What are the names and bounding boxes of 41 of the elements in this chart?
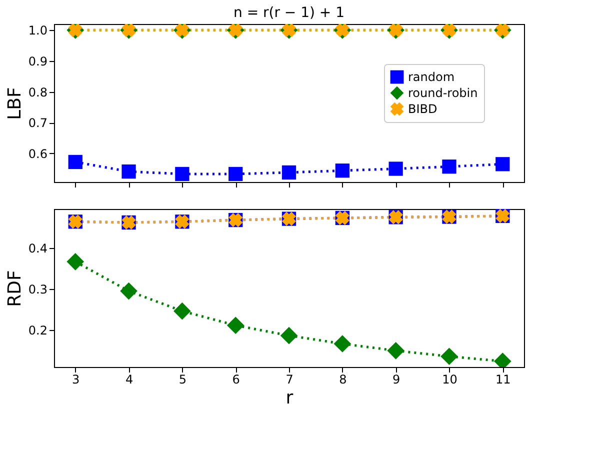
chart-title: n = r(r − 1) + 1 xyxy=(233,5,345,21)
x-tick-label: 7 xyxy=(286,372,294,386)
y-tick-label: 0.3 xyxy=(28,282,48,297)
x-tick-label: 5 xyxy=(178,372,186,386)
point xyxy=(387,342,404,360)
x-tick-label: 3 xyxy=(72,372,80,386)
point xyxy=(228,166,243,182)
point xyxy=(440,348,458,366)
y-tick-label: 0.2 xyxy=(28,323,48,338)
y-tick-label: 0.4 xyxy=(28,242,48,256)
y-tick-label: 0.6 xyxy=(28,146,48,161)
point xyxy=(282,165,296,180)
point xyxy=(68,154,82,170)
point xyxy=(335,164,350,178)
y-tick-label: 0.8 xyxy=(28,85,48,100)
point xyxy=(442,160,456,174)
point xyxy=(120,282,138,300)
x-tick-label: 11 xyxy=(495,372,511,386)
y-axis-title: LBF xyxy=(4,87,26,120)
x-tick-label: 9 xyxy=(392,372,400,386)
point xyxy=(226,316,244,334)
point xyxy=(388,162,403,176)
point xyxy=(122,164,136,179)
legend-label: round-robin xyxy=(408,86,478,100)
x-tick-label: 10 xyxy=(442,372,458,386)
point xyxy=(174,302,191,320)
y-tick-label: 0.7 xyxy=(28,116,48,130)
x-tick-label: 6 xyxy=(232,372,240,386)
point xyxy=(175,166,190,182)
point xyxy=(280,326,298,344)
x-tick-label: 8 xyxy=(339,372,347,386)
y-axis-title: RDF xyxy=(4,270,26,307)
point xyxy=(334,335,352,352)
point xyxy=(496,157,510,172)
legend-label: random xyxy=(408,70,455,84)
y-tick-label: 1.0 xyxy=(28,24,48,38)
legend-label: BIBD xyxy=(408,102,438,116)
point xyxy=(66,253,84,270)
x-tick-label: 4 xyxy=(125,372,134,386)
y-tick-label: 0.9 xyxy=(28,54,48,68)
x-axis-title: r xyxy=(286,388,294,408)
